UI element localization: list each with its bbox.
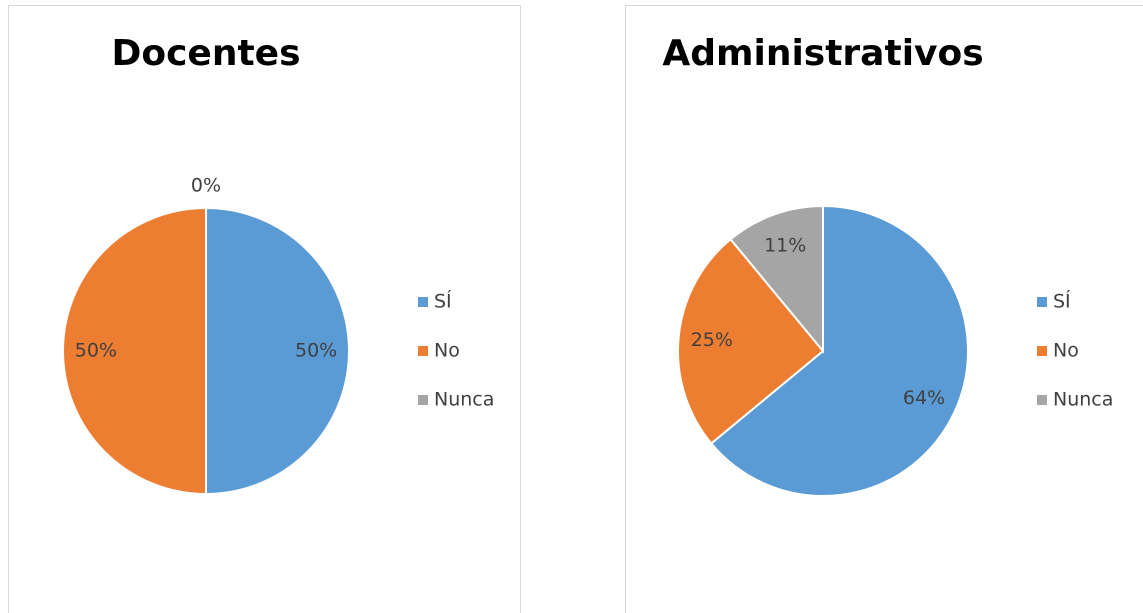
pie-slice bbox=[205, 206, 350, 496]
legend-swatch bbox=[1037, 297, 1047, 307]
legend-label: SÍ bbox=[434, 290, 452, 313]
pie-slice bbox=[729, 204, 824, 354]
legend-label: Nunca bbox=[1053, 389, 1113, 411]
pie-slice bbox=[677, 237, 825, 445]
pie-slice bbox=[62, 206, 207, 496]
data-label: 50% bbox=[75, 340, 117, 362]
legend-swatch bbox=[1037, 395, 1047, 405]
data-label: 50% bbox=[295, 340, 337, 362]
legend-swatch bbox=[418, 395, 428, 405]
data-label: 0% bbox=[191, 175, 221, 197]
legend-label: SÍ bbox=[1053, 290, 1071, 313]
data-label: 25% bbox=[691, 329, 733, 351]
data-label: 64% bbox=[903, 387, 945, 409]
chart-title: Docentes bbox=[111, 33, 300, 74]
legend-label: No bbox=[1053, 340, 1079, 362]
legend-label: Nunca bbox=[434, 389, 494, 411]
data-label: 11% bbox=[764, 234, 806, 256]
pie-slice bbox=[709, 204, 969, 497]
legend-swatch bbox=[1037, 346, 1047, 356]
legend-swatch bbox=[418, 346, 428, 356]
legend-label: No bbox=[434, 340, 460, 362]
legend-swatch bbox=[418, 297, 428, 307]
chart-title: Administrativos bbox=[662, 33, 983, 74]
